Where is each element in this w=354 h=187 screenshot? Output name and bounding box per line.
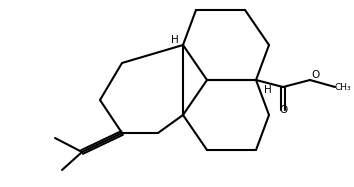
Text: O: O (311, 70, 319, 80)
Text: H: H (264, 85, 272, 95)
Text: CH₃: CH₃ (335, 82, 351, 91)
Text: H: H (171, 35, 179, 45)
Text: O: O (279, 105, 287, 115)
